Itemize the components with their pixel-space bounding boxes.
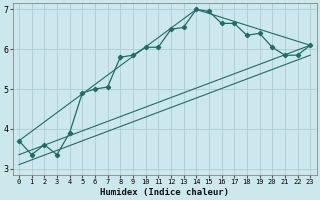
- X-axis label: Humidex (Indice chaleur): Humidex (Indice chaleur): [100, 188, 229, 197]
